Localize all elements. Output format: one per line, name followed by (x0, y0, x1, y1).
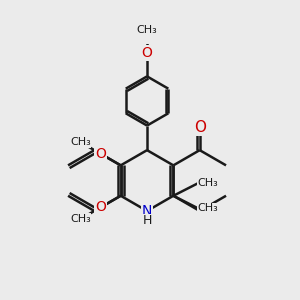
Text: O: O (142, 46, 152, 60)
Text: CH₃: CH₃ (197, 178, 218, 188)
Text: O: O (194, 120, 206, 135)
Text: N: N (142, 204, 152, 218)
Text: CH₃: CH₃ (137, 25, 158, 35)
Text: CH₃: CH₃ (70, 214, 91, 224)
Text: O: O (95, 147, 106, 161)
Text: CH₃: CH₃ (70, 137, 91, 147)
Text: H: H (142, 214, 152, 227)
Text: O: O (95, 200, 106, 214)
Text: CH₃: CH₃ (197, 203, 218, 213)
